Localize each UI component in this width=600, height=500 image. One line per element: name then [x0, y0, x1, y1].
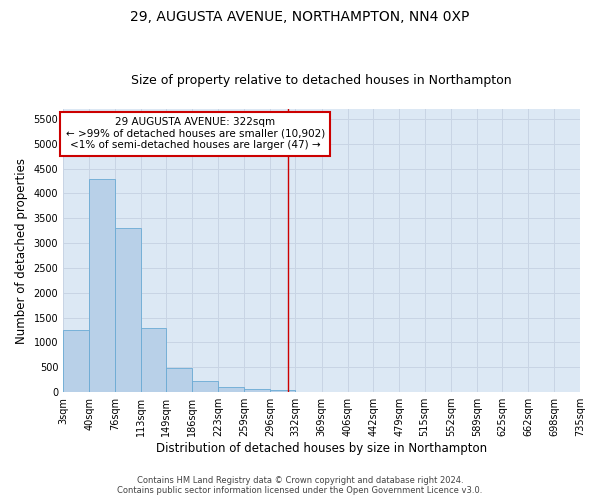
Bar — [193, 381, 218, 392]
Bar — [244, 389, 270, 392]
Y-axis label: Number of detached properties: Number of detached properties — [15, 158, 28, 344]
Bar — [63, 330, 89, 392]
Text: 29 AUGUSTA AVENUE: 322sqm
← >99% of detached houses are smaller (10,902)
<1% of : 29 AUGUSTA AVENUE: 322sqm ← >99% of deta… — [65, 117, 325, 150]
Title: Size of property relative to detached houses in Northampton: Size of property relative to detached ho… — [131, 74, 512, 87]
Bar — [166, 368, 193, 392]
Bar — [270, 390, 295, 392]
Bar — [115, 228, 141, 392]
Text: Contains HM Land Registry data © Crown copyright and database right 2024.
Contai: Contains HM Land Registry data © Crown c… — [118, 476, 482, 495]
Bar — [141, 328, 166, 392]
Bar — [218, 387, 244, 392]
Bar — [89, 178, 115, 392]
X-axis label: Distribution of detached houses by size in Northampton: Distribution of detached houses by size … — [156, 442, 487, 455]
Text: 29, AUGUSTA AVENUE, NORTHAMPTON, NN4 0XP: 29, AUGUSTA AVENUE, NORTHAMPTON, NN4 0XP — [130, 10, 470, 24]
